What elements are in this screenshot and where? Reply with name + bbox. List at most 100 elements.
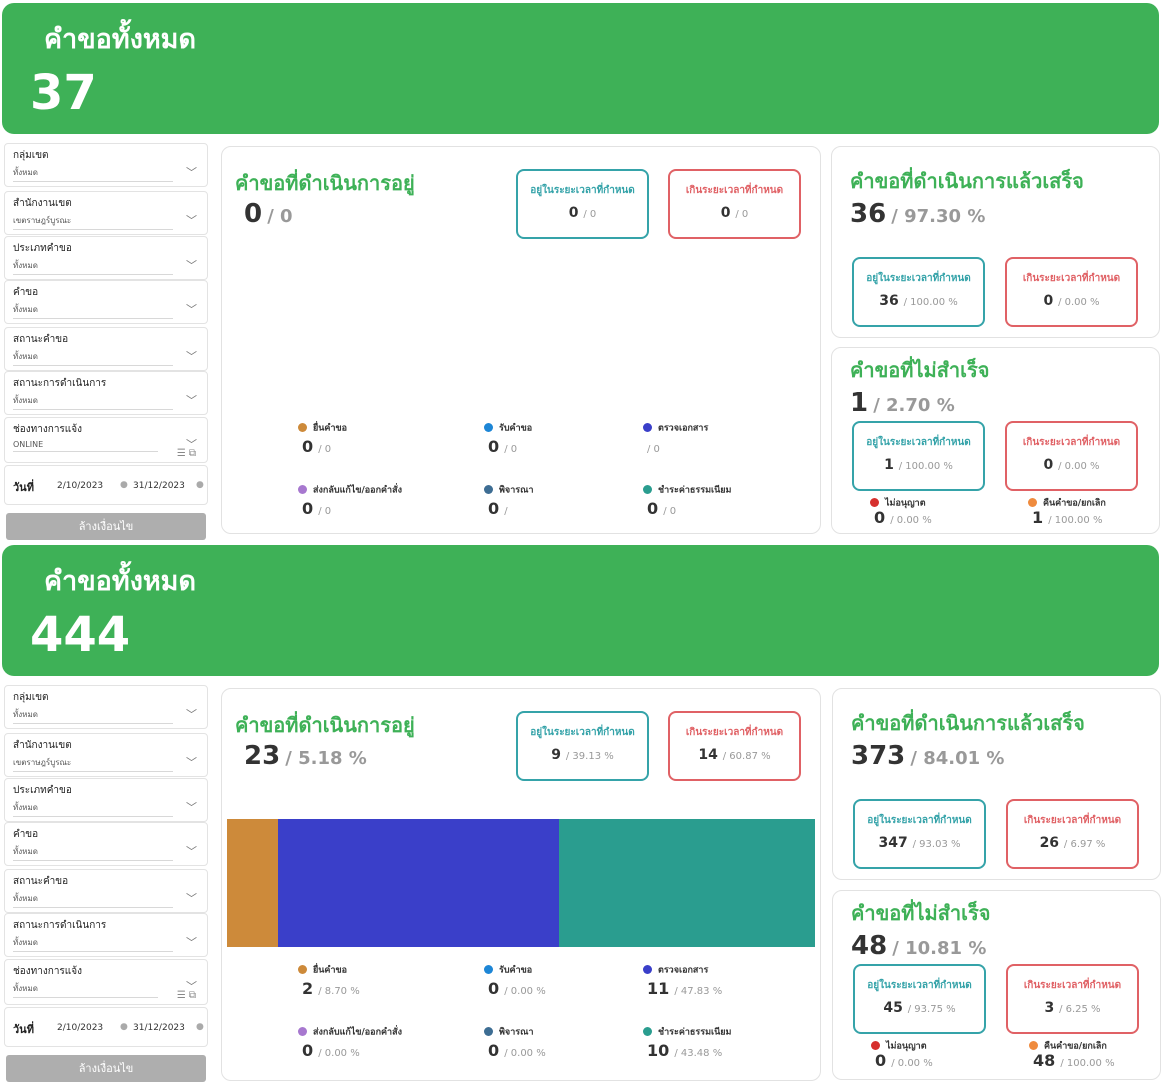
zone-group-filter[interactable]: กลุ่มเขต ทั้งหมด ﹀ <box>4 685 208 729</box>
chevron-down-icon[interactable]: ﹀ <box>186 166 197 179</box>
calendar-icon[interactable]: ● <box>120 1022 128 1032</box>
within-label: อยู่ในระยะเวลาที่กำหนด <box>530 727 635 738</box>
failed-panel: คำขอที่ไม่สำเร็จ 48 / 10.81 % อยู่ในระยะ… <box>832 890 1161 1080</box>
legend-label: ส่งกลับแก้ไข/ออกคำสั่ง <box>313 485 403 496</box>
completed-title: คำขอที่ดำเนินการแล้วเสร็จ <box>850 169 1084 193</box>
in-progress-summary: 23 / 5.18 % <box>244 741 367 771</box>
chevron-down-icon[interactable]: ﹀ <box>186 438 197 451</box>
legend-dot <box>484 485 493 494</box>
bar-segment-3[interactable] <box>559 819 815 947</box>
bar-segment-2[interactable] <box>278 819 560 947</box>
zone-group-label: กลุ่มเขต <box>13 150 49 161</box>
within-value: 0 / 0 <box>568 205 597 221</box>
zone-group-value: ทั้งหมด <box>13 166 173 182</box>
date-range-filter[interactable]: วันที่ 2/10/2023 ● 31/12/2023 ● <box>4 465 208 505</box>
over-label: เกินระยะเวลาที่กำหนด <box>1023 980 1122 991</box>
process-status-filter[interactable]: สถานะการดำเนินการ ทั้งหมด ﹀ <box>4 371 208 415</box>
date-from-input[interactable]: 2/10/2023 <box>57 1023 104 1033</box>
legend-value: 0 / 0.00 % <box>488 979 546 998</box>
chevron-down-icon[interactable]: ﹀ <box>186 350 197 363</box>
legend-value: 0 / 0 <box>302 499 332 518</box>
filter-focus-icons[interactable]: ☰⧉ <box>176 990 199 1001</box>
completed-pct: / 84.01 % <box>910 748 1005 769</box>
calendar-icon[interactable]: ● <box>196 1022 204 1032</box>
total-requests-banner: คำขอทั้งหมด 37 <box>2 3 1159 134</box>
over-label: เกินระยะเวลาที่กำหนด <box>685 185 784 196</box>
chevron-down-icon[interactable]: ﹀ <box>186 801 197 814</box>
in-progress-pct: / 0 <box>267 206 293 227</box>
request-status-filter[interactable]: สถานะคำขอ ทั้งหมด ﹀ <box>4 327 208 371</box>
total-requests-count: 444 <box>30 607 131 663</box>
completed-within-box: อยู่ในระยะเวลาที่กำหนด 36 / 100.00 % <box>852 257 985 327</box>
completed-count: 36 <box>850 199 887 229</box>
filter-focus-icons[interactable]: ☰⧉ <box>176 448 199 459</box>
chevron-down-icon[interactable]: ﹀ <box>186 845 197 858</box>
chevron-down-icon[interactable]: ﹀ <box>186 708 197 721</box>
legend-receive: รับคำขอ 0 / 0.00 % <box>484 959 546 998</box>
legend-not-approved: ไม่อนุญาต 0 / 0.00 % <box>870 492 932 527</box>
in-progress-panel: คำขอที่ดำเนินการอยู่ 0 / 0 อยู่ในระยะเวล… <box>221 146 821 534</box>
chevron-down-icon[interactable]: ﹀ <box>186 980 197 993</box>
date-range-filter[interactable]: วันที่ 2/10/2023 ● 31/12/2023 ● <box>4 1007 208 1047</box>
legend-dot <box>298 1027 307 1036</box>
date-from-input[interactable]: 2/10/2023 <box>57 481 104 491</box>
failed-over-box: เกินระยะเวลาที่กำหนด 0 / 0.00 % <box>1005 421 1138 491</box>
total-requests-count: 37 <box>30 65 97 121</box>
channel-value: ทั้งหมด <box>13 982 158 998</box>
process-status-filter[interactable]: สถานะการดำเนินการ ทั้งหมด ﹀ <box>4 913 208 957</box>
in-progress-title: คำขอที่ดำเนินการอยู่ <box>235 713 415 737</box>
chevron-down-icon[interactable]: ﹀ <box>186 756 197 769</box>
over-label: เกินระยะเวลาที่กำหนด <box>1022 273 1121 284</box>
request-filter[interactable]: คำขอ ทั้งหมด ﹀ <box>4 280 208 324</box>
request-status-label: สถานะคำขอ <box>13 876 69 887</box>
legend-label: พิจารณา <box>499 1027 534 1038</box>
chevron-down-icon[interactable]: ﹀ <box>186 936 197 949</box>
legend-label: ยื่นคำขอ <box>313 965 348 976</box>
in-progress-panel: คำขอที่ดำเนินการอยู่ 23 / 5.18 % อยู่ในร… <box>221 688 821 1081</box>
legend-value: 1 / 100.00 % <box>1032 508 1103 527</box>
legend-label: ส่งกลับแก้ไข/ออกคำสั่ง <box>313 1027 403 1038</box>
chevron-down-icon[interactable]: ﹀ <box>186 892 197 905</box>
completed-over-box: เกินระยะเวลาที่กำหนด 26 / 6.97 % <box>1006 799 1139 869</box>
chevron-down-icon[interactable]: ﹀ <box>186 303 197 316</box>
within-label: อยู่ในระยะเวลาที่กำหนด <box>867 815 972 826</box>
failed-pct: / 10.81 % <box>892 938 987 959</box>
chevron-down-icon[interactable]: ﹀ <box>186 394 197 407</box>
request-status-filter[interactable]: สถานะคำขอ ทั้งหมด ﹀ <box>4 869 208 913</box>
legend-dot <box>643 423 652 432</box>
legend-dot <box>1029 1041 1038 1050</box>
legend-pay-fee: ชำระค่าธรรมเนียม 0 / 0 <box>643 479 731 518</box>
date-to-input[interactable]: 31/12/2023 <box>133 481 185 491</box>
request-type-filter[interactable]: ประเภทคำขอ ทั้งหมด ﹀ <box>4 778 208 822</box>
legend-value: 0 / 0.00 % <box>302 1041 360 1060</box>
request-type-filter[interactable]: ประเภทคำขอ ทั้งหมด ﹀ <box>4 236 208 280</box>
office-filter[interactable]: สำนักงานเขต เขตราษฎร์บูรณะ ﹀ <box>4 191 208 235</box>
legend-value: 10 / 43.48 % <box>647 1041 723 1060</box>
chevron-down-icon[interactable]: ﹀ <box>186 214 197 227</box>
clear-filters-button[interactable]: ล้างเงื่อนไข <box>6 1055 206 1082</box>
failed-over-box: เกินระยะเวลาที่กำหนด 3 / 6.25 % <box>1006 964 1139 1034</box>
over-label: เกินระยะเวลาที่กำหนด <box>685 727 784 738</box>
legend-label: รับคำขอ <box>499 965 533 976</box>
channel-filter[interactable]: ช่องทางการแจ้ง ONLINE ﹀ ☰⧉ <box>4 417 208 463</box>
chevron-down-icon[interactable]: ﹀ <box>186 259 197 272</box>
channel-filter[interactable]: ช่องทางการแจ้ง ทั้งหมด ﹀ ☰⧉ <box>4 959 208 1005</box>
total-requests-banner: คำขอทั้งหมด 444 <box>2 545 1159 676</box>
request-type-value: ทั้งหมด <box>13 801 173 817</box>
clear-filters-button[interactable]: ล้างเงื่อนไข <box>6 513 206 540</box>
process-status-value: ทั้งหมด <box>13 394 173 410</box>
over-value: 26 / 6.97 % <box>1039 835 1106 851</box>
bar-segment-1[interactable] <box>227 819 279 947</box>
date-label: วันที่ <box>13 481 34 494</box>
completed-over-box: เกินระยะเวลาที่กำหนด 0 / 0.00 % <box>1005 257 1138 327</box>
failed-pct: / 2.70 % <box>873 395 955 416</box>
request-filter[interactable]: คำขอ ทั้งหมด ﹀ <box>4 822 208 866</box>
office-filter[interactable]: สำนักงานเขต เขตราษฎร์บูรณะ ﹀ <box>4 733 208 777</box>
failed-title: คำขอที่ไม่สำเร็จ <box>851 901 991 925</box>
calendar-icon[interactable]: ● <box>196 480 204 490</box>
date-to-input[interactable]: 31/12/2023 <box>133 1023 185 1033</box>
zone-group-filter[interactable]: กลุ่มเขต ทั้งหมด ﹀ <box>4 143 208 187</box>
dashboard-all: คำขอทั้งหมด 444 กลุ่มเขต ทั้งหมด ﹀ สำนัก… <box>0 542 1164 1084</box>
within-label: อยู่ในระยะเวลาที่กำหนด <box>867 980 972 991</box>
calendar-icon[interactable]: ● <box>120 480 128 490</box>
